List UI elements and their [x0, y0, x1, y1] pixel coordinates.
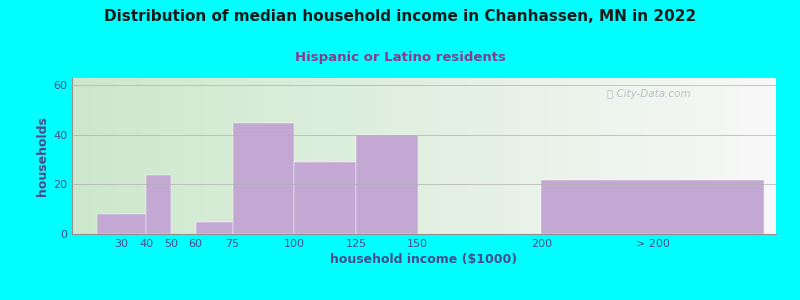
Bar [146, 175, 171, 234]
Bar [233, 123, 294, 234]
Text: Hispanic or Latino residents: Hispanic or Latino residents [294, 51, 506, 64]
Bar [97, 214, 146, 234]
X-axis label: household income ($1000): household income ($1000) [330, 253, 518, 266]
Text: Ⓣ City-Data.com: Ⓣ City-Data.com [607, 89, 690, 99]
Bar [195, 222, 233, 234]
Bar [294, 162, 356, 234]
Y-axis label: households: households [36, 116, 49, 196]
Bar [542, 179, 764, 234]
Bar [356, 135, 418, 234]
Text: Distribution of median household income in Chanhassen, MN in 2022: Distribution of median household income … [104, 9, 696, 24]
